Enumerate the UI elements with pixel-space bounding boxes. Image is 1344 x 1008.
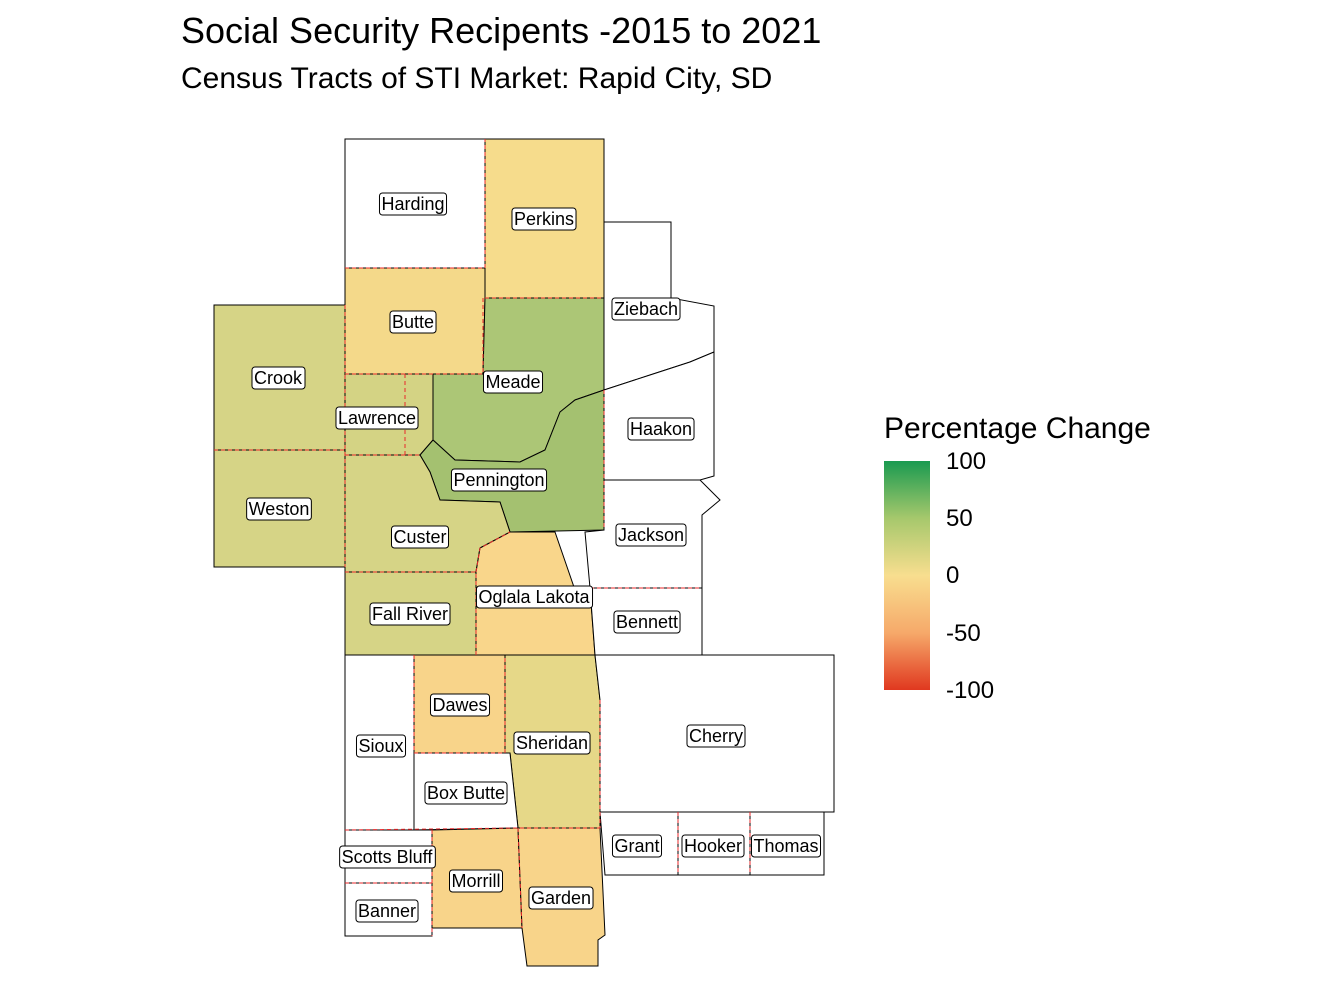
county-label-text: Dawes xyxy=(432,695,487,715)
county-label-box xyxy=(339,845,436,869)
county-label-text: Sioux xyxy=(358,736,403,756)
county-label-text: Garden xyxy=(531,888,591,908)
county-label-hooker: Hooker xyxy=(681,834,745,858)
county-label-text: Perkins xyxy=(514,209,574,229)
county-borders xyxy=(214,139,751,936)
county-label-grant: Grant xyxy=(611,834,663,858)
county-label-box xyxy=(355,734,407,758)
county-label-box xyxy=(475,585,594,609)
county-label-sioux: Sioux xyxy=(355,734,407,758)
county-label-text: Ziebach xyxy=(614,299,678,319)
county-label-jackson: Jackson xyxy=(615,523,687,547)
county-label-text: Banner xyxy=(358,901,416,921)
county-label-box xyxy=(686,724,746,748)
county-label-text: Cherry xyxy=(689,726,743,746)
county-label-text: Morrill xyxy=(452,871,501,891)
county-label-box xyxy=(615,523,687,547)
county-label-box xyxy=(750,834,822,858)
county-label-cherry: Cherry xyxy=(686,724,746,748)
county-label-box-butte: Box Butte xyxy=(424,781,508,805)
county-label-box xyxy=(482,370,544,394)
county-label-thomas: Thomas xyxy=(750,834,822,858)
legend-tick-100: 100 xyxy=(946,448,987,475)
county-label-text: Custer xyxy=(393,527,446,547)
county-label-lawrence: Lawrence xyxy=(335,406,419,430)
county-label-box xyxy=(369,602,451,626)
legend-title: Percentage Change xyxy=(884,412,1151,445)
county-label-box xyxy=(355,899,419,923)
county-label-text: Lawrence xyxy=(338,408,416,428)
county-label-text: Oglala Lakota xyxy=(478,587,590,607)
county-label-text: Scotts Bluff xyxy=(342,847,434,867)
county-label-box xyxy=(613,610,681,634)
county-label-text: Thomas xyxy=(753,836,818,856)
county-label-text: Box Butte xyxy=(427,783,505,803)
county-label-oglala-lakota: Oglala Lakota xyxy=(475,585,594,609)
county-label-dawes: Dawes xyxy=(429,693,491,717)
county-label-box xyxy=(611,834,663,858)
county-label-bennett: Bennett xyxy=(613,610,681,634)
legend-tick-neg100: -100 xyxy=(946,677,995,704)
county-label-text: Grant xyxy=(614,836,659,856)
county-label-box xyxy=(513,731,591,755)
county-label-box xyxy=(390,525,450,549)
county-label-box xyxy=(511,207,577,231)
county-label-text: Crook xyxy=(254,368,303,388)
county-label-text: Harding xyxy=(381,194,444,214)
county-label-text: Fall River xyxy=(372,604,448,624)
county-label-text: Pennington xyxy=(453,470,544,490)
county-label-morrill: Morrill xyxy=(449,869,503,893)
county-label-text: Sheridan xyxy=(516,733,588,753)
county-label-text: Butte xyxy=(392,312,434,332)
county-label-harding: Harding xyxy=(378,192,448,216)
county-label-text: Meade xyxy=(485,372,540,392)
map-title: Social Security Recipents -2015 to 2021 xyxy=(181,10,822,51)
county-label-box xyxy=(424,781,508,805)
county-label-box xyxy=(335,406,419,430)
county-label-garden: Garden xyxy=(528,886,594,910)
county-label-box xyxy=(611,297,681,321)
county-label-banner: Banner xyxy=(355,899,419,923)
county-label-butte: Butte xyxy=(389,310,437,334)
county-label-box xyxy=(429,693,491,717)
county-label-ziebach: Ziebach xyxy=(611,297,681,321)
county-label-haakon: Haakon xyxy=(627,417,695,441)
county-label-box xyxy=(378,192,448,216)
county-label-box xyxy=(449,869,503,893)
county-label-perkins: Perkins xyxy=(511,207,577,231)
county-label-box xyxy=(528,886,594,910)
county-label-text: Weston xyxy=(249,499,310,519)
county-label-text: Bennett xyxy=(616,612,678,632)
county-label-pennington: Pennington xyxy=(450,468,548,492)
map-subtitle: Census Tracts of STI Market: Rapid City,… xyxy=(181,62,773,95)
legend-tick-0: 0 xyxy=(946,562,960,589)
county-label-weston: Weston xyxy=(246,497,312,521)
county-label-custer: Custer xyxy=(390,525,450,549)
county-label-meade: Meade xyxy=(482,370,544,394)
county-label-box xyxy=(627,417,695,441)
county-labels: Harding Perkins Ziebach Butte Crook Meade Lawr… xyxy=(246,192,822,923)
county-label-text: Hooker xyxy=(684,836,742,856)
legend-tick-50: 50 xyxy=(946,505,973,532)
county-label-box xyxy=(389,310,437,334)
county-label-scotts-bluff: Scotts Bluff xyxy=(339,845,436,869)
county-label-text: Haakon xyxy=(630,419,692,439)
county-label-fall-river: Fall River xyxy=(369,602,451,626)
county-label-box xyxy=(450,468,548,492)
county-label-sheridan: Sheridan xyxy=(513,731,591,755)
county-label-text: Jackson xyxy=(618,525,684,545)
legend-color-bar xyxy=(884,461,930,690)
legend-tick-neg50: -50 xyxy=(946,620,981,647)
county-label-box xyxy=(246,497,312,521)
county-label-crook: Crook xyxy=(251,366,306,390)
county-label-box xyxy=(681,834,745,858)
county-label-box xyxy=(251,366,306,390)
